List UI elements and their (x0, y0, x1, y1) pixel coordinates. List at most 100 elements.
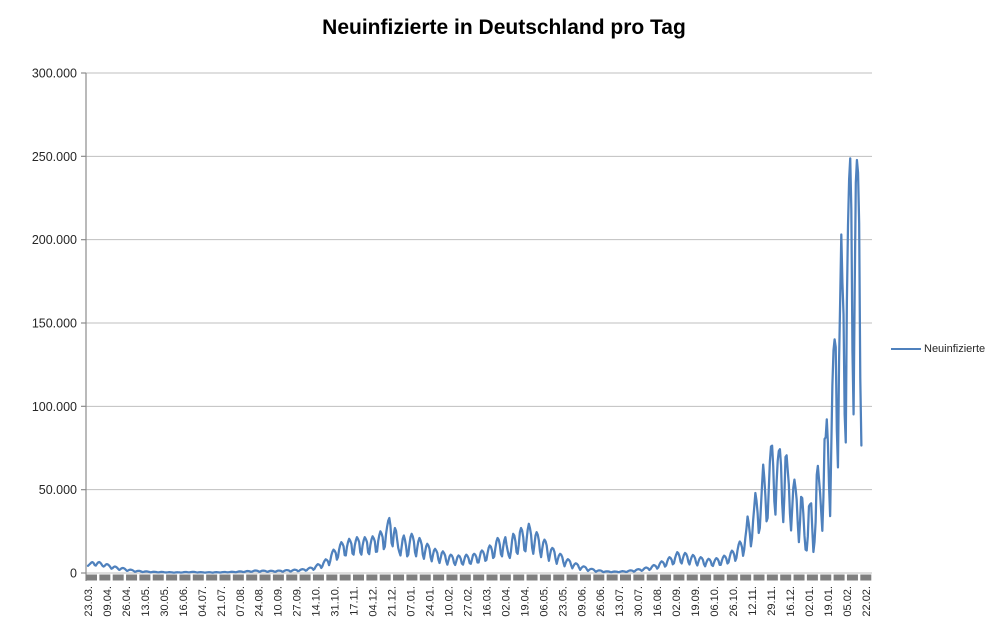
x-axis-label: 07.01. (406, 586, 418, 617)
x-axis-label: 31.10. (330, 586, 342, 617)
x-axis-label: 05.02. (842, 586, 854, 617)
x-axis-tick-dash (259, 574, 271, 581)
x-axis-tick-dash (633, 574, 645, 581)
x-axis-tick-dash (286, 574, 298, 581)
x-axis-tick-dash (566, 574, 578, 581)
x-axis-label: 26.06. (595, 586, 607, 617)
x-axis-tick-dash (433, 574, 445, 581)
x-axis-tick-dash (99, 574, 111, 581)
x-axis-tick-dash (553, 574, 565, 581)
x-axis-label: 09.04. (102, 586, 114, 617)
x-axis-label: 16.03. (481, 586, 493, 617)
x-axis-tick-dash (846, 574, 858, 581)
x-axis-label: 27.02. (462, 586, 474, 617)
x-axis-tick-dash (419, 574, 431, 581)
x-axis-tick-dash (726, 574, 738, 581)
x-axis-label: 26.10. (728, 586, 740, 617)
x-axis-tick-dash (139, 574, 151, 581)
y-axis-label: 300.000 (32, 67, 77, 81)
y-axis-label: 0 (70, 567, 77, 581)
x-axis-tick-dash (446, 574, 458, 581)
x-axis-label: 29.11. (766, 586, 778, 616)
y-axis-label: 150.000 (32, 317, 77, 331)
x-axis-tick-dash (246, 574, 258, 581)
x-axis-label: 23.03. (83, 586, 95, 617)
x-axis-label: 17.11. (349, 586, 361, 616)
x-axis-tick-dash (860, 574, 872, 581)
x-axis-tick-dash (499, 574, 511, 581)
x-axis-tick-dash (833, 574, 845, 581)
x-axis-label: 12.11. (747, 586, 759, 616)
x-axis-tick-dash (713, 574, 725, 581)
legend-label: Neuinfizierte (924, 343, 986, 355)
x-axis-tick-dash (112, 574, 124, 581)
x-axis-label: 24.08. (254, 586, 266, 617)
x-axis-tick-dash (459, 574, 471, 581)
x-axis-tick-dash (526, 574, 538, 581)
y-axis-label: 200.000 (32, 233, 77, 247)
x-axis-label: 07.08. (235, 586, 247, 617)
y-axis-label: 250.000 (32, 150, 77, 164)
x-axis-tick-dash (686, 574, 698, 581)
x-axis-label: 02.09. (671, 586, 683, 617)
x-axis-tick-dash (152, 574, 164, 581)
chart-title: Neuinfizierte in Deutschland pro Tag (322, 16, 686, 39)
x-axis-tick-dash (593, 574, 605, 581)
x-axis-tick-dash (312, 574, 324, 581)
x-axis-label: 04.07. (197, 586, 209, 617)
x-axis-tick-dash (539, 574, 551, 581)
x-axis-tick-dash (206, 574, 218, 581)
x-axis-tick-dash (486, 574, 498, 581)
x-axis-label: 14.10. (311, 586, 323, 617)
x-axis-label: 16.06. (178, 586, 190, 617)
x-axis-tick-dash (620, 574, 631, 581)
x-axis-tick-dash (232, 574, 244, 581)
x-axis-label: 02.04. (500, 586, 512, 617)
x-axis-tick-dash (406, 574, 418, 581)
x-axis-label: 22.02. (861, 586, 873, 617)
x-axis-tick-dash (806, 574, 818, 581)
x-axis-label: 13.05. (140, 586, 152, 617)
x-axis-tick-dash (86, 574, 97, 581)
legend: Neuinfizierte (891, 343, 985, 355)
x-axis-label: 21.12. (387, 586, 399, 617)
x-axis-tick-dash (820, 574, 832, 581)
x-axis-tick-dash (793, 574, 805, 581)
x-axis-tick-dash (473, 574, 485, 581)
x-axis-tick-dash (219, 574, 231, 581)
x-axis-tick-dash (740, 574, 752, 581)
x-axis-label: 23.05. (557, 586, 569, 617)
x-axis-tick-dash (179, 574, 191, 581)
y-axis-label: 100.000 (32, 400, 77, 414)
x-axis-tick-dash (579, 574, 591, 581)
x-axis-label: 13.07. (614, 586, 626, 617)
x-axis-tick-dash (660, 574, 672, 581)
x-axis-label: 30.05. (159, 586, 171, 617)
x-axis-tick-dash (366, 574, 378, 581)
x-axis-tick-dash (126, 574, 138, 581)
x-axis-tick-dash (326, 574, 338, 581)
x-axis-label: 24.01. (424, 586, 436, 617)
x-axis-tick-dash (606, 574, 618, 581)
x-axis-label: 30.07. (633, 586, 645, 617)
x-axis-label: 02.01. (804, 586, 816, 617)
x-axis-label: 21.07. (216, 586, 228, 617)
x-axis-label: 16.12. (785, 586, 797, 617)
x-axis-label: 26.04. (121, 586, 133, 617)
x-axis-label: 10.09. (273, 586, 285, 617)
x-axis-label: 19.04. (519, 586, 531, 617)
x-axis-tick-dash (513, 574, 525, 581)
y-axis-label: 50.000 (39, 483, 77, 497)
x-axis-label: 16.08. (652, 586, 664, 617)
x-axis-label: 19.01. (823, 586, 835, 617)
x-axis-tick-dash (753, 574, 765, 581)
x-axis-label: 10.02. (443, 586, 455, 617)
x-axis-tick-dash (192, 574, 204, 581)
x-axis-label: 06.05. (538, 586, 550, 617)
x-axis-tick-dash (673, 574, 685, 581)
x-axis-tick-dash (272, 574, 284, 581)
x-axis-tick-dash (353, 574, 364, 581)
x-axis-tick-dash (700, 574, 712, 581)
